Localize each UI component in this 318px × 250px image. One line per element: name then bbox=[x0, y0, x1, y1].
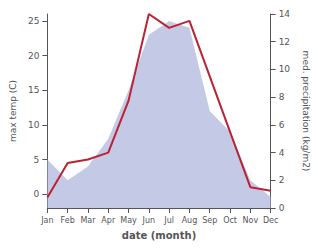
svg-text:date (month): date (month) bbox=[122, 230, 196, 241]
svg-text:10: 10 bbox=[28, 120, 40, 130]
svg-text:Jun: Jun bbox=[142, 216, 156, 225]
svg-text:8: 8 bbox=[279, 92, 285, 102]
svg-text:Feb: Feb bbox=[61, 216, 75, 225]
svg-text:Jul: Jul bbox=[163, 216, 174, 225]
svg-text:med. precipitation (kg/m2): med. precipitation (kg/m2) bbox=[301, 51, 311, 172]
svg-text:Jan: Jan bbox=[40, 216, 53, 225]
svg-text:Oct: Oct bbox=[223, 216, 237, 225]
svg-text:Aug: Aug bbox=[182, 216, 198, 225]
svg-text:Apr: Apr bbox=[101, 216, 116, 225]
svg-text:max temp (C): max temp (C) bbox=[8, 80, 18, 142]
svg-text:4: 4 bbox=[279, 148, 285, 158]
svg-text:Dec: Dec bbox=[263, 216, 278, 225]
svg-text:5: 5 bbox=[34, 155, 40, 165]
svg-text:Nov: Nov bbox=[243, 216, 259, 225]
svg-text:0: 0 bbox=[279, 203, 285, 213]
svg-text:Sep: Sep bbox=[202, 216, 217, 225]
svg-text:Mar: Mar bbox=[80, 216, 96, 225]
svg-text:12: 12 bbox=[279, 37, 290, 47]
svg-text:6: 6 bbox=[279, 120, 285, 130]
svg-text:2: 2 bbox=[279, 175, 285, 185]
svg-text:25: 25 bbox=[28, 16, 39, 26]
svg-text:May: May bbox=[120, 216, 137, 225]
svg-text:15: 15 bbox=[28, 85, 39, 95]
svg-text:10: 10 bbox=[279, 64, 291, 74]
svg-text:20: 20 bbox=[28, 51, 40, 61]
svg-text:14: 14 bbox=[279, 9, 291, 19]
svg-text:0: 0 bbox=[34, 189, 40, 199]
